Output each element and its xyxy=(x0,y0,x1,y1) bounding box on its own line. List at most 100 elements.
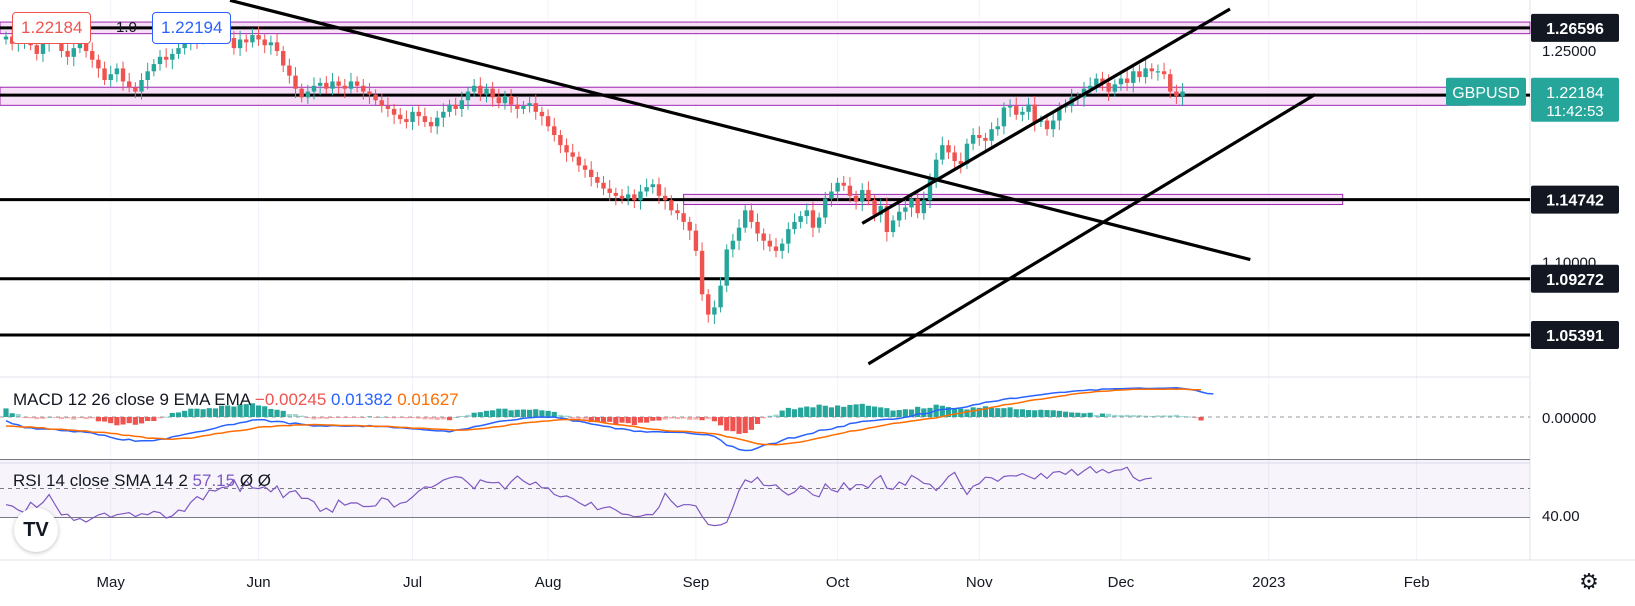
time-tick: Nov xyxy=(966,574,993,591)
trendline xyxy=(229,0,1251,262)
macd-histogram-bar xyxy=(200,409,206,417)
candle-body xyxy=(1007,106,1013,108)
macd-histogram-bar xyxy=(65,417,71,419)
macd-histogram-bar xyxy=(286,414,292,417)
macd-histogram-bar xyxy=(1161,415,1167,417)
macd-histogram-bar xyxy=(952,408,958,417)
macd-histogram-bar xyxy=(28,417,34,419)
candle-body xyxy=(681,213,686,222)
macd-histogram-bar xyxy=(995,408,1001,417)
price-axis[interactable]: 1.265961.250001.219551.147421.100001.092… xyxy=(1446,13,1619,525)
candle-body xyxy=(1106,82,1111,92)
candle-body xyxy=(293,75,298,89)
candle-body xyxy=(650,184,655,188)
macd-histogram-bar xyxy=(847,404,853,417)
candle-body xyxy=(773,246,779,251)
candle-body xyxy=(662,195,668,201)
candle-body xyxy=(829,191,834,199)
macd-histogram-bar xyxy=(34,417,40,420)
candle-body xyxy=(909,198,914,208)
candle-body xyxy=(927,178,933,201)
macd-histogram-bar xyxy=(336,417,342,418)
bid-price-box[interactable]: 1.22184 xyxy=(12,12,92,44)
candle-body xyxy=(96,59,101,69)
macd-histogram-bar xyxy=(557,414,563,417)
macd-histogram-bar xyxy=(613,417,619,424)
candle-body xyxy=(779,243,785,251)
macd-histogram-bar xyxy=(249,403,255,417)
macd-histogram-bar xyxy=(637,417,644,423)
trendline xyxy=(867,93,1316,366)
candle-body xyxy=(558,135,563,146)
price-label-bg xyxy=(1531,320,1619,349)
macd-histogram-bar xyxy=(748,417,754,430)
candle-body xyxy=(336,81,341,86)
candle-body xyxy=(391,108,397,115)
candle-body xyxy=(995,126,1000,130)
candle-body xyxy=(903,207,908,212)
candle-body xyxy=(761,233,766,241)
candle-body xyxy=(687,221,692,231)
macd-histogram-bar xyxy=(508,410,514,417)
time-axis[interactable]: May Jun Jul Aug Sep Oct Nov Dec 2023 Feb xyxy=(97,574,1430,591)
candle-body xyxy=(589,169,594,178)
trendlines[interactable] xyxy=(229,0,1316,366)
macd-histogram-bar xyxy=(305,417,311,418)
candle-body xyxy=(552,126,557,136)
horizontal-levels xyxy=(0,26,1530,337)
macd-histogram-bar xyxy=(853,404,859,417)
macd-histogram-bar xyxy=(828,407,835,417)
macd-histogram-bar xyxy=(459,415,465,417)
macd-histogram-bar xyxy=(674,417,681,420)
macd-histogram-bar xyxy=(323,417,329,419)
macd-histogram-bar xyxy=(157,417,163,419)
macd-histogram-bar xyxy=(373,417,379,418)
macd-pane xyxy=(0,387,1530,452)
macd-histogram-bar xyxy=(1173,414,1179,417)
macd-histogram-bar xyxy=(773,414,779,417)
macd-histogram-bar xyxy=(699,417,705,421)
candle-body xyxy=(478,85,483,95)
candle-body xyxy=(348,81,354,89)
macd-histogram-bar xyxy=(705,417,711,420)
candle-body xyxy=(108,74,113,80)
macd-histogram-bar xyxy=(114,417,120,426)
candle-body xyxy=(379,100,384,107)
macd-histogram-bar xyxy=(779,410,785,417)
candle-body xyxy=(163,56,169,60)
candle-body xyxy=(102,68,107,80)
macd-histogram-bar xyxy=(989,407,995,417)
candle-body xyxy=(1057,107,1062,121)
candle-body xyxy=(71,48,76,57)
candle-body xyxy=(755,221,760,234)
macd-histogram-bar xyxy=(939,405,945,417)
macd-histogram-bar xyxy=(791,409,798,417)
macd-histogram-bar xyxy=(483,410,490,417)
candle-body xyxy=(847,185,853,196)
gear-icon[interactable]: ⚙ xyxy=(1579,569,1599,594)
macd-histogram-bar xyxy=(453,417,459,418)
candle-body xyxy=(508,95,514,105)
macd-histogram-bar xyxy=(644,417,650,423)
macd-histogram-bar xyxy=(711,417,717,422)
candle-body xyxy=(490,88,495,98)
candle-body xyxy=(281,51,286,66)
macd-histogram-bar xyxy=(40,417,46,419)
candle-body xyxy=(601,182,606,189)
macd-histogram-bar xyxy=(366,415,373,417)
candle-body xyxy=(625,194,631,199)
candle-body xyxy=(182,42,187,49)
candle-body xyxy=(330,81,335,89)
macd-histogram-bar xyxy=(921,408,927,417)
candle-body xyxy=(977,135,982,138)
macd-histogram-bar xyxy=(379,417,385,418)
candle-body xyxy=(416,111,421,117)
ask-price-box[interactable]: 1.22194 xyxy=(152,12,232,44)
macd-histogram-bar xyxy=(496,408,502,417)
macd-histogram-bar xyxy=(391,417,397,419)
macd-histogram-bar xyxy=(878,407,884,417)
macd-histogram-bar xyxy=(533,409,539,417)
candle-body xyxy=(915,198,920,214)
macd-histogram-bar xyxy=(231,406,237,417)
